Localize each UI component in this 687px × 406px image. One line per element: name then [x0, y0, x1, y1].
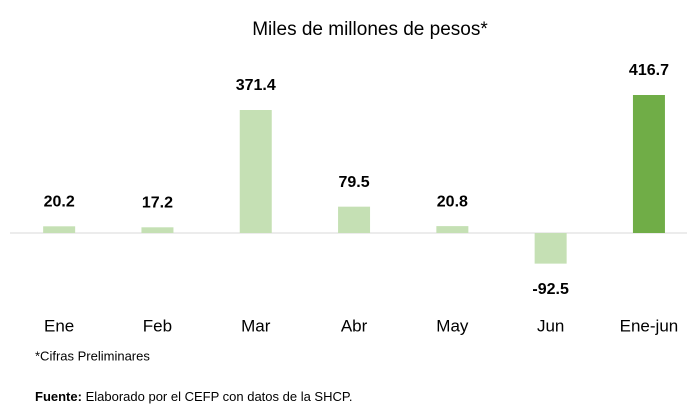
- x-tick-label: Jun: [537, 316, 564, 335]
- chart-title: Miles de millones de pesos*: [252, 19, 488, 40]
- bar: [43, 226, 76, 233]
- x-tick-label: Mar: [241, 316, 271, 335]
- source: Fuente: Elaborado por el CEFP con datos …: [35, 389, 352, 404]
- value-label: 416.7: [629, 62, 669, 79]
- x-tick-label: Ene-jun: [620, 316, 679, 335]
- x-tick-label: Feb: [143, 316, 172, 335]
- bar: [436, 226, 469, 233]
- source-label: Fuente:: [35, 389, 82, 404]
- bar: [632, 95, 665, 233]
- value-label: -92.5: [532, 281, 569, 298]
- source-text: Elaborado por el CEFP con datos de la SH…: [86, 389, 353, 404]
- bar: [534, 233, 567, 264]
- x-tick-label: Ene: [44, 316, 74, 335]
- value-label: 20.2: [44, 194, 75, 211]
- bar: [141, 227, 174, 233]
- value-label: 20.8: [437, 193, 468, 210]
- bar: [239, 110, 272, 233]
- x-tick-label: Abr: [341, 316, 368, 335]
- value-label: 17.2: [142, 195, 173, 212]
- value-label: 371.4: [236, 77, 276, 94]
- value-label: 79.5: [338, 174, 369, 191]
- x-tick-label: May: [436, 316, 469, 335]
- bar: [338, 206, 371, 233]
- note: *Cifras Preliminares: [35, 348, 150, 363]
